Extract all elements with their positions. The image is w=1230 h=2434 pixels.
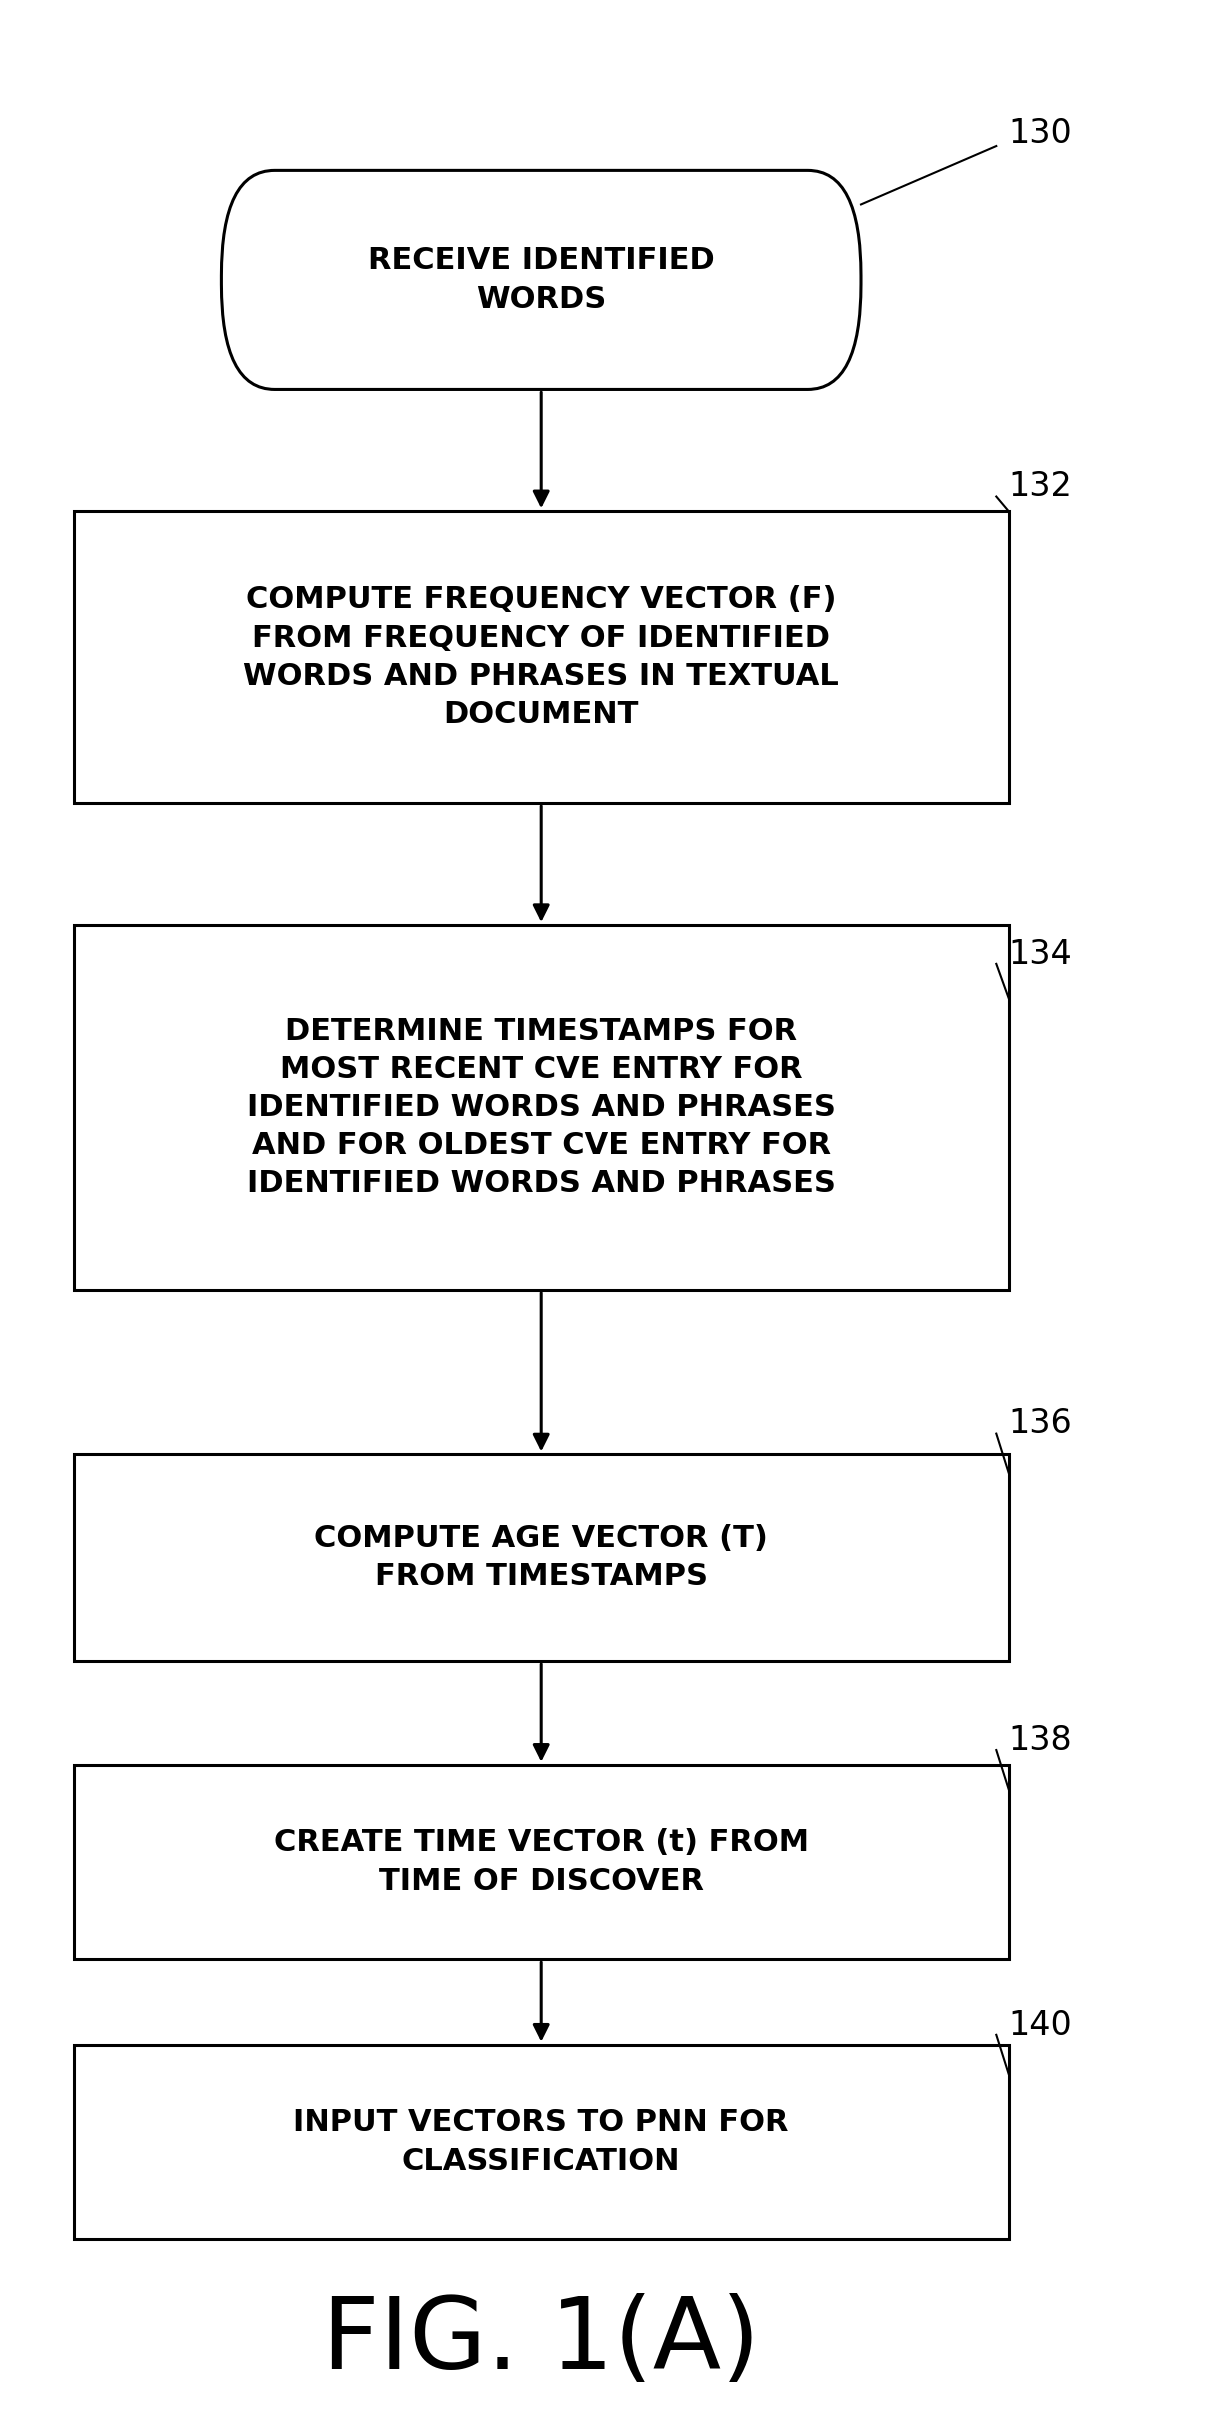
Text: INPUT VECTORS TO PNN FOR
CLASSIFICATION: INPUT VECTORS TO PNN FOR CLASSIFICATION <box>294 2108 788 2176</box>
FancyBboxPatch shape <box>74 2045 1009 2239</box>
FancyBboxPatch shape <box>74 511 1009 803</box>
Text: 138: 138 <box>1009 1723 1073 1757</box>
Text: COMPUTE FREQUENCY VECTOR (F)
FROM FREQUENCY OF IDENTIFIED
WORDS AND PHRASES IN T: COMPUTE FREQUENCY VECTOR (F) FROM FREQUE… <box>244 587 839 728</box>
Text: 140: 140 <box>1009 2008 1073 2042</box>
FancyBboxPatch shape <box>74 1453 1009 1662</box>
FancyBboxPatch shape <box>74 1765 1009 1959</box>
Text: DETERMINE TIMESTAMPS FOR
MOST RECENT CVE ENTRY FOR
IDENTIFIED WORDS AND PHRASES
: DETERMINE TIMESTAMPS FOR MOST RECENT CVE… <box>247 1017 835 1198</box>
Text: 130: 130 <box>1009 117 1073 151</box>
Text: COMPUTE AGE VECTOR (T)
FROM TIMESTAMPS: COMPUTE AGE VECTOR (T) FROM TIMESTAMPS <box>314 1524 769 1592</box>
Text: CREATE TIME VECTOR (t) FROM
TIME OF DISCOVER: CREATE TIME VECTOR (t) FROM TIME OF DISC… <box>273 1828 809 1896</box>
Text: FIG. 1(A): FIG. 1(A) <box>322 2293 760 2390</box>
Text: 134: 134 <box>1009 937 1073 971</box>
FancyBboxPatch shape <box>74 925 1009 1290</box>
FancyBboxPatch shape <box>221 170 861 389</box>
Text: 132: 132 <box>1009 470 1073 504</box>
Text: RECEIVE IDENTIFIED
WORDS: RECEIVE IDENTIFIED WORDS <box>368 246 715 314</box>
Text: 136: 136 <box>1009 1407 1073 1441</box>
